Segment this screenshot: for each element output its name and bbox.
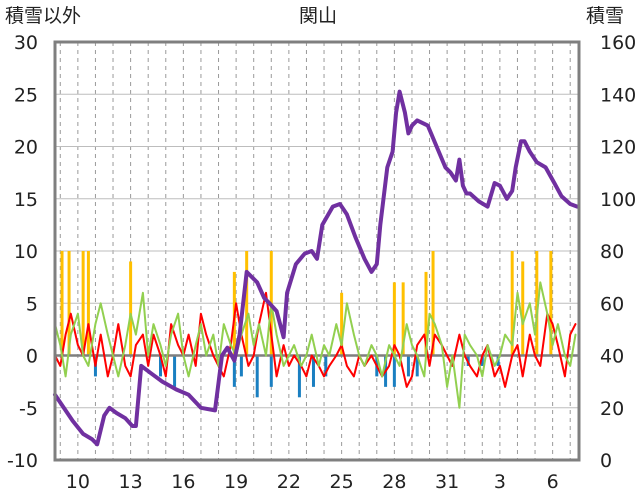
- bar-precip-6: [245, 251, 249, 356]
- right-tick-label: 140: [600, 84, 636, 106]
- bar-precip-10: [401, 282, 405, 356]
- left-axis-title: 積雪以外: [5, 5, 81, 27]
- left-tick-label: 10: [14, 241, 38, 263]
- right-axis-title: 積雪: [586, 5, 624, 27]
- left-tick-label: -5: [19, 398, 38, 420]
- right-tick-label: 40: [600, 346, 624, 368]
- left-tick-label: 15: [14, 189, 38, 211]
- left-tick-label: 20: [14, 137, 38, 159]
- snow-depth-line: [53, 89, 580, 447]
- bar-sunshine-1: [159, 355, 163, 377]
- left-tick-label: 25: [14, 84, 38, 106]
- bar-sunshine-2: [173, 355, 177, 387]
- right-tick-label: 60: [600, 293, 624, 315]
- bar-precip-4: [129, 261, 133, 356]
- bar-sunshine-6: [269, 355, 273, 387]
- left-tick-label: 30: [14, 32, 38, 54]
- x-tick-label: 6: [547, 471, 559, 493]
- bar-precip-1: [67, 251, 71, 356]
- bar-sunshine-12: [392, 355, 396, 387]
- chart-title: 関山: [299, 5, 337, 27]
- right-tick-label: 80: [600, 241, 624, 263]
- bar-precip-3: [86, 251, 90, 356]
- x-tick-label: 22: [277, 471, 301, 493]
- right-tick-label: 120: [600, 137, 636, 159]
- bar-precip-15: [535, 251, 539, 356]
- x-tick-label: 19: [224, 471, 248, 493]
- right-tick-label: 100: [600, 189, 636, 211]
- bar-sunshine-9: [324, 355, 328, 377]
- bar-precip-0: [60, 251, 64, 356]
- x-tick-label: 13: [119, 471, 143, 493]
- bar-sunshine-8: [311, 355, 315, 387]
- bar-precip-14: [521, 261, 525, 356]
- bar-precip-8: [340, 292, 344, 356]
- left-tick-label: 5: [26, 293, 38, 315]
- wind-line: [54, 281, 577, 409]
- x-axis: 10 13 16 19 22 25 28 31 3 6: [66, 471, 559, 493]
- bar-precip-12: [431, 251, 435, 356]
- x-tick-label: 28: [382, 471, 406, 493]
- bar-precip-9: [392, 282, 396, 356]
- line-series: [53, 89, 580, 447]
- bar-precip-2: [81, 251, 85, 356]
- bar-sunshine-7: [297, 355, 301, 398]
- right-tick-label: 0: [600, 450, 612, 472]
- bar-sunshine-5: [255, 355, 259, 398]
- x-tick-label: 16: [171, 471, 195, 493]
- bar-sunshine-14: [415, 355, 419, 377]
- right-tick-label: 160: [600, 32, 636, 54]
- x-tick-label: 3: [494, 471, 506, 493]
- right-tick-label: 20: [600, 398, 624, 420]
- x-tick-label: 31: [435, 471, 459, 493]
- bar-sunshine-3: [232, 355, 236, 387]
- bar-precip-13: [510, 251, 514, 356]
- left-axis: -10 -5 0 5 10 15 20 25 30: [7, 32, 38, 472]
- x-tick-label: 10: [66, 471, 90, 493]
- bar-sunshine-4: [239, 355, 243, 377]
- bar-precip-11: [424, 271, 428, 356]
- bar-precip-16: [549, 251, 553, 356]
- right-axis: 0 20 40 60 80 100 120 140 160: [600, 32, 636, 472]
- bar-sunshine-13: [406, 355, 410, 377]
- left-tick-label: 0: [26, 346, 38, 368]
- left-tick-label: -10: [7, 450, 38, 472]
- x-tick-label: 25: [330, 471, 354, 493]
- bar-sunshine-16: [480, 355, 484, 366]
- plot-frame: [53, 40, 581, 462]
